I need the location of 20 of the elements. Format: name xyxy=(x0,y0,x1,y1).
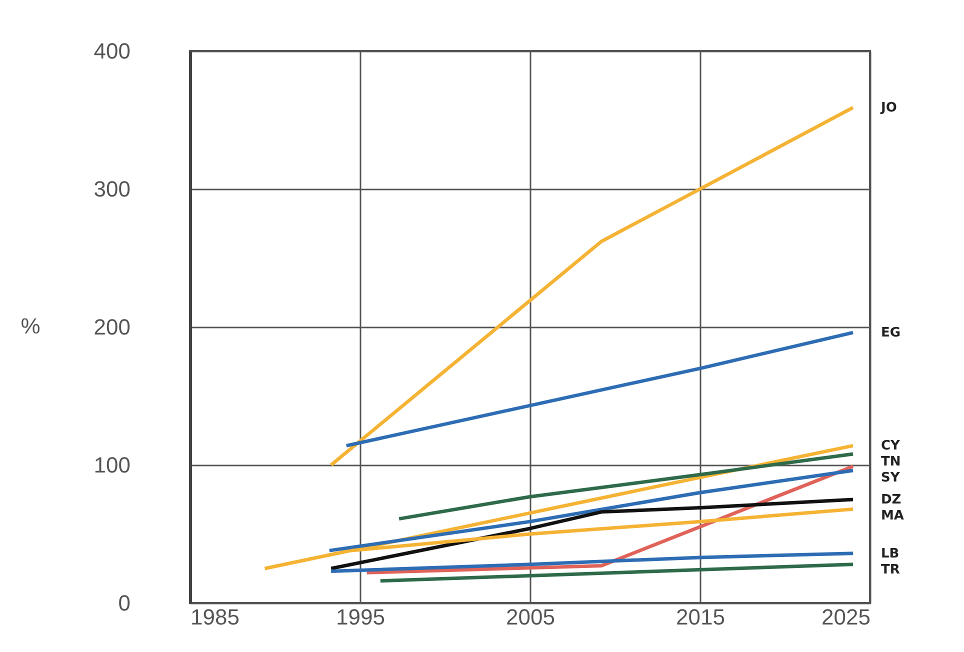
text: JO xyxy=(880,100,897,116)
x-tick-label: 1995 xyxy=(336,604,385,630)
text: EG xyxy=(881,326,901,341)
text: DZ xyxy=(881,492,902,508)
y-tick-label: 0 xyxy=(118,590,130,616)
y-tick-label: 400 xyxy=(94,38,130,64)
text: MA xyxy=(881,508,904,524)
x-tick-label: 1985 xyxy=(190,604,240,630)
text: SY xyxy=(881,470,900,486)
y-tick-label: 100 xyxy=(94,452,130,478)
x-tick-label: 2025 xyxy=(822,604,870,630)
x-tick-label: 2015 xyxy=(676,604,725,630)
y-tick-label: 200 xyxy=(94,314,130,340)
text: LB xyxy=(881,546,900,562)
y-tick-label: 300 xyxy=(94,176,130,202)
text: CY xyxy=(881,438,901,454)
text: TR xyxy=(881,562,900,578)
text: TN xyxy=(881,454,901,470)
y-axis-title: % xyxy=(20,314,40,339)
x-tick-label: 2005 xyxy=(506,604,555,630)
